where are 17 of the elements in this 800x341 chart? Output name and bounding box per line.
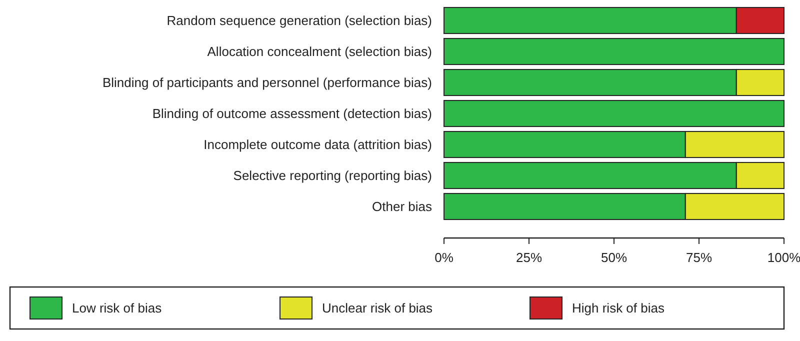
y-tick-label: Incomplete outcome data (attrition bias) xyxy=(204,137,432,152)
legend-label: Low risk of bias xyxy=(72,300,162,316)
legend-label: High risk of bias xyxy=(572,300,665,316)
bar xyxy=(444,100,784,128)
y-tick-label: Random sequence generation (selection bias) xyxy=(166,13,432,28)
x-tick-label: 100% xyxy=(767,250,800,265)
x-tick-label: 0% xyxy=(434,250,454,265)
x-tick-label: 50% xyxy=(600,250,628,265)
y-tick-label: Allocation concealment (selection bias) xyxy=(207,44,432,60)
x-tick-label: 25% xyxy=(516,250,542,265)
y-tick-label: Blinding of participants and personnel (performance bias) xyxy=(102,75,432,90)
y-tick-label: Other bias xyxy=(372,199,432,214)
y-tick-label: Blinding of outcome assessment (detection bias) xyxy=(152,106,432,122)
x-tick-label: 75% xyxy=(686,250,712,265)
bar xyxy=(444,38,784,66)
legend-label: Unclear risk of bias xyxy=(322,300,434,316)
y-tick-label: Selective reporting (reporting bias) xyxy=(233,168,432,184)
